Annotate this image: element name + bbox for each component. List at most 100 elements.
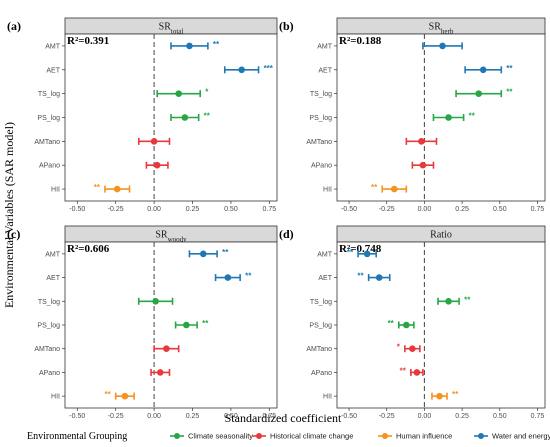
significance-label: ** bbox=[506, 88, 513, 97]
x-tick-label: 0.75 bbox=[531, 413, 545, 420]
panel-tag: (a) bbox=[7, 19, 21, 33]
y-tick-label: HII bbox=[51, 187, 60, 194]
panel-title-subscript: herb bbox=[441, 28, 454, 36]
x-tick-label: -0.50 bbox=[69, 206, 85, 213]
x-tick-label: 0.75 bbox=[263, 206, 277, 213]
estimate-point bbox=[403, 321, 410, 329]
significance-label: ** bbox=[204, 112, 211, 121]
y-tick-label: HII bbox=[323, 394, 332, 401]
significance-label: ** bbox=[469, 112, 476, 121]
x-tick-label: 0.25 bbox=[455, 413, 469, 420]
panel-tag: (c) bbox=[7, 227, 20, 241]
y-tick-label: APano bbox=[39, 163, 60, 170]
estimate-point bbox=[121, 392, 129, 400]
significance-label: ** bbox=[213, 40, 220, 49]
significance-label: ** bbox=[357, 272, 364, 281]
x-tick-label: -0.25 bbox=[108, 413, 124, 420]
y-tick-label: PS_log bbox=[309, 323, 332, 330]
estimate-point bbox=[436, 392, 443, 400]
significance-label: ** bbox=[245, 272, 252, 281]
y-tick-label: AMT bbox=[317, 251, 333, 258]
y-tick-label: APano bbox=[311, 370, 332, 377]
significance-label: * bbox=[205, 88, 209, 97]
estimate-point bbox=[224, 274, 232, 281]
x-tick-label: -0.25 bbox=[108, 206, 124, 213]
estimate-point bbox=[363, 250, 371, 258]
y-tick-label: PS_log bbox=[37, 115, 60, 122]
x-tick-label: 0.75 bbox=[263, 413, 277, 420]
panel-b: SRherb(b)R²=0.188-0.50 -0.25 0.00 0.25 0.50 0… bbox=[279, 17, 546, 213]
y-tick-label: TS_log bbox=[310, 299, 332, 306]
plot-area bbox=[64, 241, 278, 409]
y-tick-label: PS_log bbox=[37, 323, 60, 330]
panel-tag: (b) bbox=[279, 19, 294, 33]
x-tick-label: 0.25 bbox=[186, 413, 200, 420]
y-tick-label: TS_log bbox=[38, 91, 60, 98]
significance-label: ** bbox=[104, 390, 111, 399]
legend-title: Environmental Grouping bbox=[27, 431, 127, 442]
x-tick-label: 0.50 bbox=[493, 413, 507, 420]
x-axis-title: Standardized coefficient bbox=[225, 411, 342, 425]
y-tick-label: TS_log bbox=[38, 299, 60, 306]
y-tick-label: APano bbox=[311, 163, 332, 170]
y-tick-label: AMTano bbox=[34, 346, 60, 353]
panel-a: SRtotal(a)R²=0.391-0.50 -0.25 0.00 0.25 0.50… bbox=[7, 17, 278, 213]
estimate-point bbox=[479, 66, 487, 74]
y-tick-label: AMT bbox=[45, 251, 61, 258]
x-tick-label: 0.25 bbox=[186, 206, 200, 213]
legend-item-label: Human influence bbox=[396, 432, 452, 441]
significance-label: ** bbox=[452, 390, 459, 399]
estimate-point bbox=[175, 90, 182, 97]
y-tick-label: AMTano bbox=[306, 139, 332, 146]
x-tick-label: 0.50 bbox=[224, 206, 238, 213]
r2-label: R²=0.748 bbox=[339, 243, 382, 255]
estimate-point bbox=[409, 345, 416, 353]
r2-label: R²=0.391 bbox=[67, 35, 109, 47]
y-tick-label: PS_log bbox=[309, 115, 332, 122]
legend-key-point bbox=[478, 433, 484, 439]
x-tick-label: 0.00 bbox=[147, 413, 161, 420]
legend-key-point bbox=[174, 433, 180, 439]
estimate-point bbox=[113, 185, 121, 193]
legend-key-point bbox=[382, 433, 388, 439]
legend-item-label: Climate seasonality bbox=[188, 432, 253, 441]
x-tick-label: 0.50 bbox=[224, 413, 238, 420]
x-tick-label: 0.50 bbox=[493, 206, 507, 213]
r2-label: R²=0.606 bbox=[67, 243, 110, 255]
estimate-point bbox=[439, 42, 446, 50]
y-tick-label: TS_log bbox=[310, 91, 332, 98]
significance-label: ** bbox=[400, 366, 407, 375]
y-tick-label: HII bbox=[51, 394, 60, 401]
legend-item-label: Water and energy bbox=[492, 432, 550, 441]
y-tick-label: AMT bbox=[45, 43, 61, 50]
estimate-point bbox=[150, 138, 158, 145]
estimate-point bbox=[183, 321, 190, 329]
estimate-point bbox=[152, 297, 159, 305]
panel-title-subscript: woody bbox=[168, 236, 188, 244]
x-tick-label: -0.50 bbox=[341, 413, 357, 420]
legend-key-point bbox=[256, 433, 262, 439]
x-tick-label: 0.00 bbox=[418, 206, 432, 213]
significance-label: ** bbox=[202, 319, 209, 328]
estimate-point bbox=[413, 369, 421, 376]
panel-c: SRwoody(c)R²=0.606-0.50 -0.25 0.00 0.25 0.50… bbox=[7, 225, 278, 420]
y-tick-label: AMTano bbox=[306, 346, 332, 353]
x-tick-label: 0.75 bbox=[531, 206, 545, 213]
significance-label: ** bbox=[347, 248, 354, 257]
estimate-point bbox=[163, 345, 170, 353]
panel-tag: (d) bbox=[279, 227, 294, 241]
x-tick-label: -0.25 bbox=[379, 206, 395, 213]
y-tick-label: HII bbox=[323, 187, 332, 194]
r2-label: R²=0.188 bbox=[339, 35, 382, 47]
y-tick-label: AET bbox=[46, 67, 60, 74]
x-tick-label: -0.25 bbox=[379, 413, 395, 420]
estimate-point bbox=[186, 42, 193, 50]
estimate-point bbox=[445, 114, 452, 121]
estimate-point bbox=[390, 185, 398, 193]
y-tick-label: AMT bbox=[317, 43, 333, 50]
x-tick-label: -0.50 bbox=[69, 413, 85, 420]
estimate-point bbox=[475, 90, 482, 97]
plot-area bbox=[336, 241, 546, 409]
significance-label: * bbox=[397, 343, 401, 352]
x-tick-label: 0.00 bbox=[147, 206, 161, 213]
